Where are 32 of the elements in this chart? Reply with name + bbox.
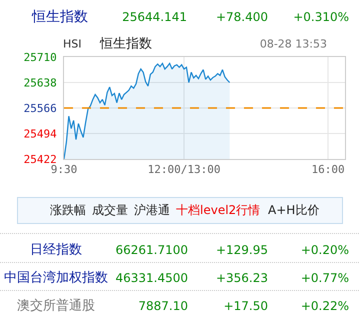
text: +129.95: [216, 243, 268, 257]
text: 46331.4500: [115, 271, 188, 285]
text: 恒生指数: [32, 9, 88, 25]
chart-title: 恒生指数: [100, 36, 152, 52]
text: A+H比价: [268, 203, 320, 217]
x-tick-label: 16:00: [312, 163, 345, 176]
text: 日经指数: [30, 242, 82, 258]
text: +0.310%: [293, 10, 349, 24]
x-tick-label: 9:30: [50, 163, 78, 176]
text: +0.22%: [300, 299, 349, 313]
text: 十档level2行情: [176, 203, 260, 217]
text: 中国台湾加权指数: [4, 270, 108, 286]
text: 66261.7100: [115, 243, 188, 257]
y-tick-label: 25638: [24, 76, 57, 90]
y-tick-label: 25566: [24, 102, 57, 115]
text: +78.400: [216, 10, 268, 24]
text: +356.23: [216, 271, 268, 285]
text: 澳交所普通股: [17, 298, 95, 314]
text: 成交量: [92, 203, 128, 217]
text: 25644.141: [122, 10, 187, 24]
chart-subtitle: HSI: [63, 38, 82, 50]
text: 沪港通: [134, 203, 170, 217]
text: +17.50: [224, 299, 268, 313]
text: +0.77%: [300, 271, 349, 285]
text: +0.20%: [300, 243, 349, 257]
y-tick-label: 25494: [24, 127, 58, 140]
y-tick-label: 25422: [24, 152, 57, 166]
text: 08-28 13:53: [260, 38, 327, 50]
x-tick-label: 12:00/13:00: [148, 163, 220, 176]
y-tick-label: 25710: [24, 50, 57, 64]
text: 涨跌幅: [50, 203, 86, 217]
text: 7887.10: [138, 299, 188, 313]
